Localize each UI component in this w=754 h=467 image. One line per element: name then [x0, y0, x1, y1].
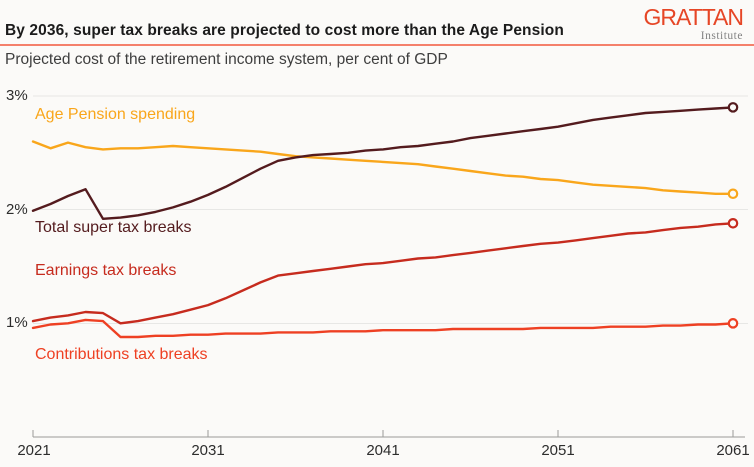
line-total-super-tax-breaks: [31, 106, 735, 221]
grattan-logo-wordmark: GRATTAN: [643, 4, 744, 30]
series-label-contributions-tax-breaks: Contributions tax breaks: [35, 346, 208, 363]
line-earnings-tax-breaks: [31, 222, 735, 325]
series-label-age-pension-spending: Age Pension spending: [35, 106, 196, 123]
chart-subtitle: Projected cost of the retirement income …: [5, 51, 448, 68]
y-axis-label-2pct: 2%: [6, 201, 28, 218]
y-axis-label-1pct: 1%: [6, 314, 28, 331]
series-label-total-super-tax-breaks: Total super tax breaks: [35, 219, 192, 236]
x-axis-label-2061: 2061: [716, 442, 750, 459]
x-axis-label-2051: 2051: [541, 442, 575, 459]
grattan-logo: GRATTAN Institute: [643, 4, 744, 43]
end-marker-earnings-tax-breaks: [727, 218, 739, 229]
x-axis-label-2021: 2021: [17, 442, 51, 459]
line-contributions-tax-breaks: [31, 318, 735, 339]
chart-title: By 2036, super tax breaks are projected …: [5, 22, 564, 39]
grattan-logo-institute: Institute: [700, 30, 743, 42]
y-axis-label-3pct: 3%: [6, 87, 28, 104]
series-label-earnings-tax-breaks: Earnings tax breaks: [35, 262, 177, 279]
line-age-pension-spending: [31, 140, 735, 196]
end-marker-age-pension-spending: [727, 188, 739, 200]
title-underline: [0, 44, 754, 46]
x-axis-label-2031: 2031: [191, 442, 225, 459]
end-marker-total-super-tax-breaks: [727, 102, 739, 113]
x-axis-label-2041: 2041: [366, 442, 400, 459]
end-marker-contributions-tax-breaks: [727, 318, 739, 329]
